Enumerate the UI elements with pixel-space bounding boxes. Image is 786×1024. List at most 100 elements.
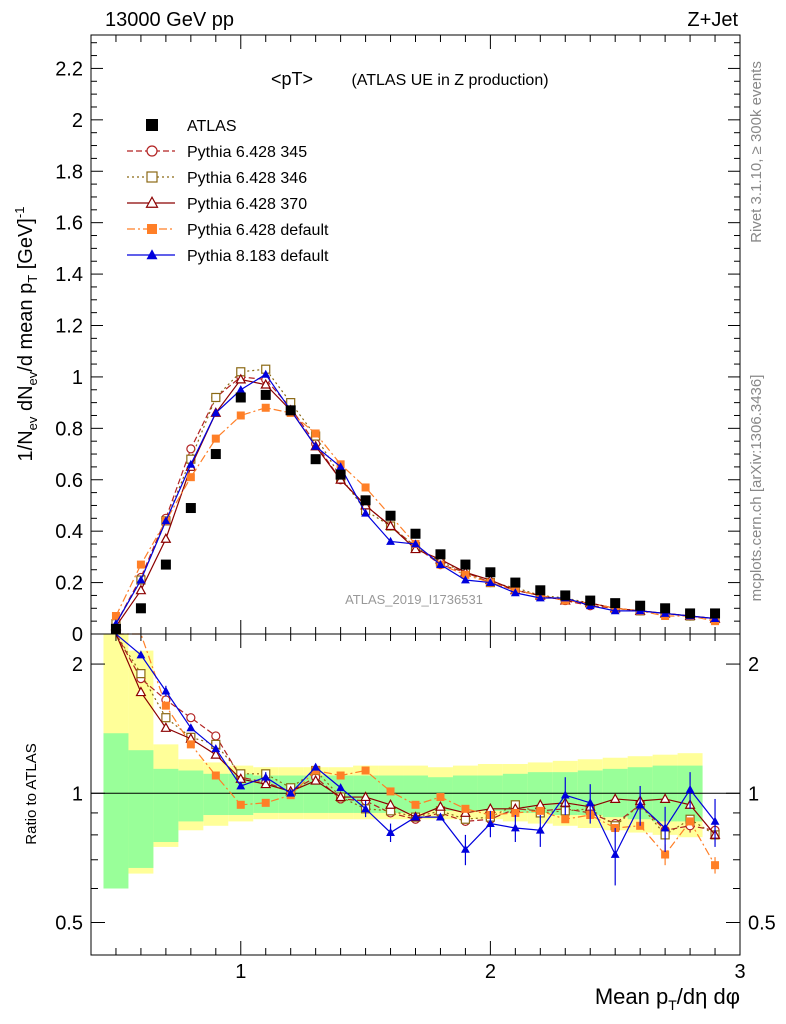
legend-marker-1	[146, 145, 158, 157]
series-point-2-6	[260, 378, 272, 389]
x-axis-label: Mean pT/dη dφ	[595, 984, 740, 1013]
y-tick-label: 2.2	[55, 58, 83, 80]
ratio-band-inner-0	[103, 733, 129, 889]
series-ratio-point-2-2	[160, 722, 172, 732]
data-point-7	[285, 405, 296, 416]
series-line-2	[115, 378, 716, 627]
series-ratio-point-4-23	[685, 784, 695, 793]
series-ratio-point-4-13	[436, 812, 445, 821]
ratio-tick-label-right: 0.5	[748, 912, 776, 934]
data-point-10	[360, 495, 371, 506]
y-tick-label: 0.2	[55, 573, 83, 595]
data-point-17	[535, 585, 546, 596]
series-point-4-14	[461, 575, 470, 584]
series-line-0	[115, 376, 716, 625]
series-4	[111, 369, 720, 886]
data-point-15	[485, 567, 496, 578]
series-ratio-point-3-9	[336, 771, 345, 780]
series-point-4-16	[510, 588, 520, 597]
data-point-11	[385, 510, 396, 521]
series-ratio-point-3-12	[411, 800, 420, 809]
svg-text:1/Nev dNev/d mean pT [GeV]-1: 1/Nev dNev/d mean pT [GeV]-1	[12, 207, 40, 462]
legend-label-3: Pythia 6.428 370	[187, 196, 307, 213]
data-point-5	[235, 392, 246, 403]
series-ratio-point-4-9	[336, 783, 346, 792]
series-ratio-point-2-4	[210, 748, 222, 759]
data-point-6	[260, 389, 271, 400]
data-point-18	[560, 590, 571, 601]
series-point-4-8	[311, 441, 321, 450]
legend-item-4: Pythia 6.428 default	[127, 222, 329, 239]
data-point-22	[660, 603, 671, 614]
data-point-3	[185, 503, 196, 514]
series-line-4	[115, 373, 716, 625]
series-point-3-14	[461, 570, 470, 579]
ratio-y-axis-label: Ratio to ATLAS	[23, 743, 40, 844]
x-tick-label: 1	[235, 961, 246, 983]
y-tick-label: 0.4	[55, 521, 83, 543]
series-point-4-13	[436, 559, 445, 568]
series-point-4-15	[485, 577, 495, 586]
y-tick-label: 1	[72, 367, 83, 389]
series-ratio-point-2-10	[360, 791, 371, 802]
series-ratio-point-3-10	[361, 766, 370, 775]
data-point-24	[710, 608, 721, 619]
ratio-band-inner-4	[203, 773, 229, 816]
series-point-3-0	[111, 612, 120, 621]
subtitle-label: (ATLAS UE in Z production)	[351, 72, 548, 89]
legend-marker-4	[147, 224, 157, 234]
series-point-3-10	[361, 483, 370, 492]
legend-label-2: Pythia 6.428 346	[187, 170, 307, 187]
series-point-3-1	[136, 560, 145, 569]
y-tick-label: 0.6	[55, 470, 83, 492]
series-ratio-point-4-12	[411, 812, 420, 821]
legend-item-0: ATLAS	[146, 118, 237, 135]
legend-label-4: Pythia 6.428 default	[187, 222, 329, 239]
ratio-band-inner-2	[153, 768, 179, 843]
series-line-1	[115, 368, 716, 625]
data-points	[110, 389, 721, 634]
series-ratio-point-2-13	[435, 800, 446, 811]
legend-marker-3	[145, 196, 159, 208]
series-point-4-6	[261, 369, 271, 378]
y-tick-label: 0	[72, 624, 83, 646]
series-point-2-2	[160, 533, 172, 543]
series-ratio-point-4-18	[560, 790, 570, 799]
data-point-4	[210, 449, 221, 460]
legend-label-5: Pythia 8.183 default	[187, 248, 329, 265]
series-ratio-point-3-24	[711, 861, 720, 870]
ratio-band-inner-3	[178, 770, 204, 822]
series-ratio-point-2-1	[135, 686, 147, 697]
series-ratio-point-4-11	[386, 827, 395, 836]
series-ratio-point-4-7	[286, 788, 296, 797]
legend: ATLAS Pythia 6.428 345 Pythia 6.428 346 Pyt…	[127, 118, 329, 265]
series-ratio-point-4-14	[461, 844, 470, 853]
data-point-2	[160, 559, 171, 570]
data-point-14	[460, 559, 471, 570]
process-label: Z+Jet	[687, 9, 738, 31]
series-point-3-6	[261, 403, 270, 412]
series-point-2-1	[135, 584, 147, 595]
ratio-band-inner-1	[128, 750, 154, 868]
mcplots-label: mcplots.cern.ch [arXiv:1306.3436]	[748, 375, 765, 602]
series-ratio-point-2-22	[659, 793, 671, 803]
data-point-12	[410, 528, 421, 539]
series-point-1-4	[211, 392, 221, 403]
series-ratio-point-3-5	[236, 800, 245, 809]
series-ratio-line-3	[115, 633, 716, 866]
series-ratio-point-2-20	[609, 793, 621, 803]
y-tick-label: 1.6	[55, 213, 83, 235]
y-tick-label: 1.4	[55, 264, 83, 286]
data-point-19	[585, 595, 596, 606]
data-point-8	[310, 454, 321, 465]
series-point-4-12	[411, 539, 420, 548]
series-point-4-17	[535, 593, 545, 602]
y-tick-label: 1.2	[55, 316, 83, 338]
y-tick-label: 2	[72, 110, 83, 132]
series-point-3-8	[311, 429, 320, 438]
series-ratio-point-4-6	[261, 772, 271, 781]
series-ratio-point-3-2	[161, 701, 170, 710]
ratio-tick-label-left: 0.5	[55, 912, 83, 934]
series-ratio-point-4-17	[535, 825, 545, 834]
